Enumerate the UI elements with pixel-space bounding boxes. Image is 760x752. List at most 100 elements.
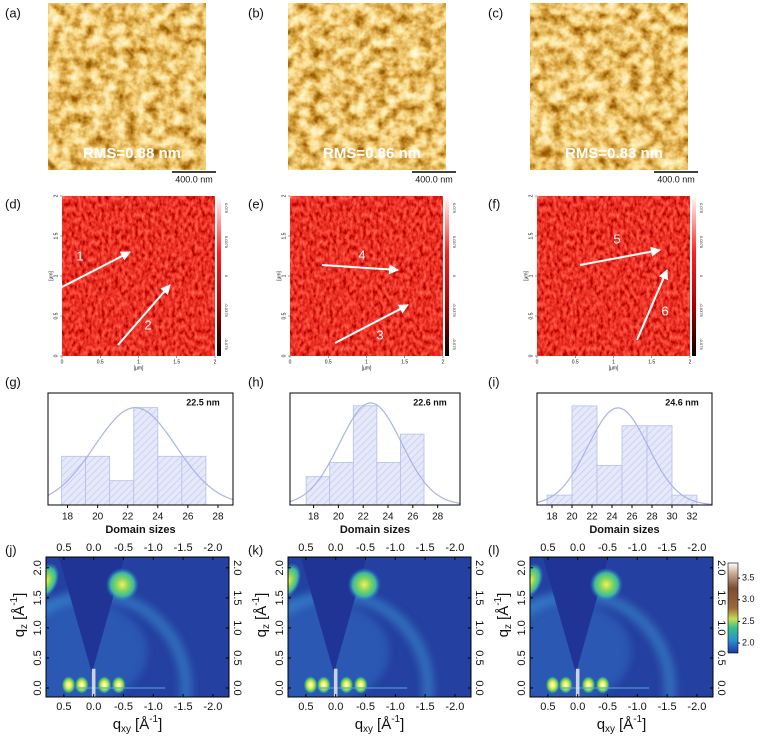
x-tick-label: 0.0 (570, 701, 585, 713)
arrow-label: 3 (376, 327, 383, 342)
x-tick-label: 18 (546, 512, 558, 523)
plot-frame-top (536, 392, 713, 506)
axis-label: qxy [Å-1] (355, 714, 405, 735)
label-base: q (253, 629, 270, 637)
colorbar-tick-label: 0.0375 (224, 236, 229, 249)
y-tick-label-right: 1.0 (473, 620, 485, 635)
x-tick-label: 1.5 (648, 359, 655, 365)
colorbar-tick-label: 2.5 (742, 616, 755, 626)
scale-label: 400.0 nm (175, 174, 213, 184)
giwaxs-image (46, 557, 229, 697)
phase-image (537, 196, 690, 356)
panel-label: (d) (5, 196, 21, 211)
label-base: q (11, 629, 28, 637)
y-tick-label: 1.5 (281, 232, 287, 239)
x-tick-label: 0 (289, 359, 292, 365)
panel-label: (g) (5, 374, 21, 389)
x-tick-label: 22 (358, 512, 370, 523)
y-tick-label: 2.0 (274, 560, 286, 575)
label-sub: z (19, 624, 30, 629)
x-tick-label: 24 (382, 512, 394, 523)
y-tick-label: 2 (528, 194, 534, 197)
y-tick-label-right: 1.5 (231, 590, 243, 605)
x-tick-label: -1.5 (416, 701, 435, 713)
axis-label: qz [Å-1] (251, 593, 272, 638)
y-tick-label-right: 1.5 (715, 590, 727, 605)
phase-texture (62, 196, 215, 356)
y-tick-label: 2.0 (516, 560, 528, 575)
spot (61, 675, 76, 694)
spot (111, 675, 126, 694)
label-unit: [Å (253, 606, 270, 620)
fit-curve (536, 407, 713, 505)
x-tick-label: -2.0 (203, 701, 222, 713)
colorbar-tick-label: 3.5 (742, 573, 755, 583)
x-tick-label: -1.0 (144, 701, 163, 713)
x-tick-label: 22 (586, 512, 598, 523)
x-tick-label: -0.5 (356, 701, 375, 713)
x-tick-label: 22 (122, 512, 134, 523)
label-sub: xy (121, 724, 131, 735)
label-sup: -1 (149, 714, 158, 725)
bar (646, 425, 673, 506)
panel-label: (j) (5, 542, 17, 557)
arrow (636, 269, 669, 341)
panel-label: (c) (488, 5, 503, 20)
label-base: q (355, 716, 363, 733)
x-tick-label-top: 0.5 (56, 542, 71, 554)
x-tick-label: 26 (626, 512, 638, 523)
afm-image (48, 3, 206, 170)
arrow-label: 2 (144, 317, 151, 332)
colorbar-tick-label: 0 (224, 275, 229, 278)
x-tick-label: 0.5 (572, 359, 579, 365)
x-tick-label: 28 (646, 512, 658, 523)
y-tick-label-right: 0.0 (473, 680, 485, 695)
arrow-label: 1 (76, 248, 83, 263)
x-tick-label: 2 (442, 359, 445, 365)
y-tick-label: 0.5 (528, 312, 534, 319)
x-tick-label-top: -1.5 (416, 542, 435, 554)
label-sup: -1 (391, 714, 400, 725)
bar (109, 480, 135, 506)
spot (581, 675, 596, 694)
x-tick-label: 20 (333, 512, 345, 523)
arrow (321, 264, 399, 275)
bar (571, 405, 598, 506)
x-tick-label-top: -1.0 (628, 542, 647, 554)
phase-colorbar (217, 196, 221, 356)
y-tick-label: 0.5 (32, 650, 44, 665)
arrow (579, 246, 661, 266)
y-tick-label-right: 0.0 (231, 680, 243, 695)
colorbar-tick-label: 0.0375 (699, 236, 704, 249)
colorbar-tick-label: 0.075 (224, 203, 229, 214)
x-tick-label-top: -0.5 (356, 542, 375, 554)
colorbar-tick-label: -0.075 (699, 338, 704, 350)
phase-image (290, 196, 443, 356)
axis-label: qxy [Å-1] (113, 714, 163, 735)
fit-curve (47, 406, 234, 501)
colorbar-tick-label: 0.075 (452, 203, 457, 214)
y-tick-label: 1.5 (274, 590, 286, 605)
phase-colorbar (692, 196, 696, 356)
colorbar-tick-label: 0.075 (699, 203, 704, 214)
y-unit: [µm] (523, 270, 529, 280)
x-unit: [µm] (134, 365, 144, 371)
label-sup: -1 (9, 596, 20, 605)
y-tick-label-right: 0.0 (715, 680, 727, 695)
x-tick-label: 0 (536, 359, 539, 365)
label-sup: -1 (251, 596, 262, 605)
x-tick-label: 18 (62, 512, 74, 523)
fit-curve (289, 402, 461, 504)
beamstop (333, 668, 338, 697)
label-base: q (495, 629, 512, 637)
colorbar-tick-label: 0.0375 (452, 236, 457, 249)
spot (558, 675, 573, 694)
axis-label: qz [Å-1] (493, 593, 514, 638)
y-unit: [µm] (48, 270, 54, 280)
x-tick-label: 1.5 (173, 359, 180, 365)
y-tick-label: 1.5 (528, 232, 534, 239)
spot (339, 675, 354, 694)
panel-label: (i) (488, 374, 500, 389)
rms-label: RMS=0.88 nm (83, 145, 181, 162)
